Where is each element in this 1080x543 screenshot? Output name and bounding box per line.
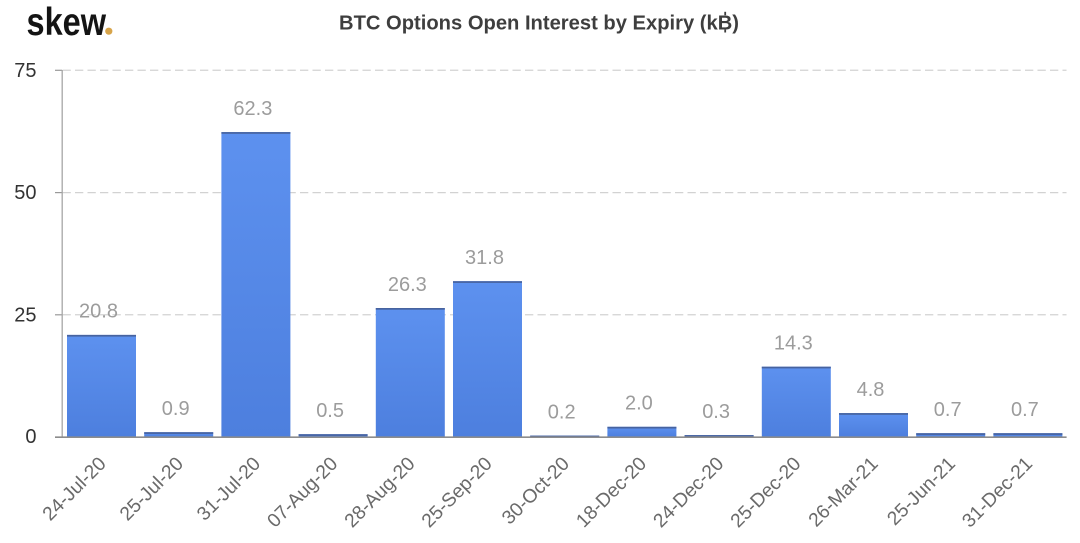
svg-text:31.8: 31.8: [465, 247, 504, 269]
svg-text:4.8: 4.8: [857, 379, 885, 401]
svg-text:0.5: 0.5: [316, 400, 344, 422]
svg-text:0.7: 0.7: [1011, 399, 1039, 421]
svg-text:62.3: 62.3: [233, 98, 272, 120]
svg-text:26.3: 26.3: [388, 274, 427, 296]
svg-text:0.7: 0.7: [934, 399, 962, 421]
svg-text:0.9: 0.9: [162, 398, 190, 420]
svg-text:0: 0: [25, 426, 36, 448]
svg-text:2.0: 2.0: [625, 393, 653, 415]
svg-text:50: 50: [14, 182, 36, 204]
svg-text:0.3: 0.3: [702, 401, 730, 423]
svg-text:75: 75: [14, 60, 36, 82]
svg-text:25: 25: [14, 304, 36, 326]
svg-text:skew: skew: [27, 1, 107, 44]
svg-text:14.3: 14.3: [774, 333, 813, 355]
svg-text:20.8: 20.8: [79, 301, 118, 323]
svg-text:BTC Options Open Interest by E: BTC Options Open Interest by Expiry (kB): [339, 13, 739, 35]
svg-text:0.2: 0.2: [548, 401, 576, 423]
